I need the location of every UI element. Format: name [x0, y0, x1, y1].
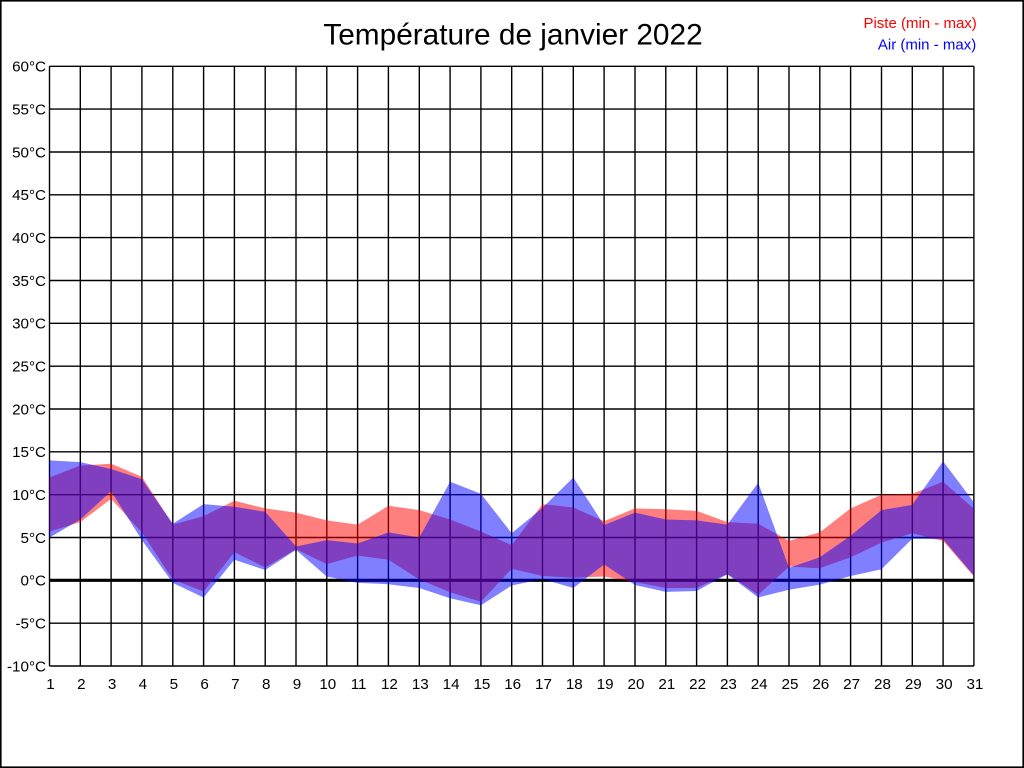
svg-text:14: 14 [443, 676, 460, 693]
svg-text:40°C: 40°C [12, 230, 46, 247]
svg-text:29: 29 [905, 676, 922, 693]
svg-text:15: 15 [473, 676, 490, 693]
svg-text:30: 30 [936, 676, 953, 693]
svg-text:4: 4 [139, 676, 147, 693]
svg-text:15°C: 15°C [12, 444, 46, 461]
svg-text:10: 10 [319, 676, 336, 693]
svg-text:-10°C: -10°C [7, 658, 46, 675]
svg-text:50°C: 50°C [12, 144, 46, 161]
svg-text:25: 25 [782, 676, 799, 693]
svg-text:12: 12 [381, 676, 398, 693]
svg-text:16: 16 [504, 676, 521, 693]
svg-text:8: 8 [262, 676, 270, 693]
svg-text:25°C: 25°C [12, 359, 46, 376]
svg-text:30°C: 30°C [12, 316, 46, 333]
svg-text:3: 3 [108, 676, 116, 693]
svg-text:60°C: 60°C [12, 59, 46, 76]
svg-text:13: 13 [412, 676, 429, 693]
svg-text:7: 7 [231, 676, 239, 693]
svg-text:35°C: 35°C [12, 273, 46, 290]
svg-text:Air (min - max): Air (min - max) [878, 36, 976, 53]
svg-text:23: 23 [720, 676, 737, 693]
svg-text:20°C: 20°C [12, 401, 46, 418]
svg-text:17: 17 [535, 676, 552, 693]
svg-text:21: 21 [658, 676, 675, 693]
svg-text:9: 9 [293, 676, 301, 693]
svg-text:27: 27 [843, 676, 860, 693]
svg-text:24: 24 [751, 676, 768, 693]
svg-text:19: 19 [597, 676, 614, 693]
svg-text:11: 11 [351, 676, 367, 693]
svg-text:22: 22 [689, 676, 706, 693]
svg-text:18: 18 [566, 676, 583, 693]
svg-text:1: 1 [46, 676, 54, 693]
svg-text:Piste (min - max): Piste (min - max) [863, 15, 976, 32]
svg-text:5°C: 5°C [21, 530, 47, 547]
svg-text:5: 5 [170, 676, 178, 693]
svg-text:20: 20 [628, 676, 645, 693]
svg-text:31: 31 [966, 676, 983, 693]
svg-text:2: 2 [77, 676, 85, 693]
svg-text:55°C: 55°C [12, 102, 46, 119]
svg-text:Température de janvier 2022: Température de janvier 2022 [323, 19, 702, 52]
svg-text:0°C: 0°C [21, 573, 47, 590]
svg-text:26: 26 [812, 676, 829, 693]
svg-text:-5°C: -5°C [15, 616, 46, 633]
svg-text:28: 28 [874, 676, 891, 693]
svg-text:45°C: 45°C [12, 187, 46, 204]
svg-text:10°C: 10°C [12, 487, 46, 504]
svg-text:6: 6 [200, 676, 208, 693]
